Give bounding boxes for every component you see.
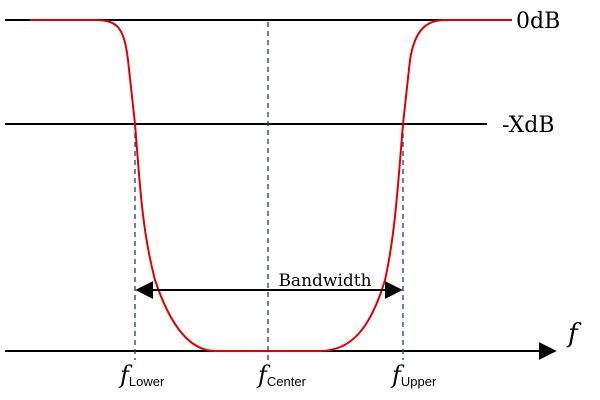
frequency-axis-label: f — [566, 319, 582, 349]
upper-frequency-subscript: Upper — [401, 374, 437, 389]
zero-db-label: 0dB — [516, 9, 560, 34]
center-frequency-subscript: Center — [267, 374, 307, 389]
upper-frequency-label: fUpper — [390, 361, 437, 389]
bandwidth-label: Bandwidth — [278, 271, 371, 291]
lower-frequency-subscript: Lower — [129, 374, 165, 389]
filter-response-curve — [30, 19, 512, 352]
center-frequency-label: fCenter — [256, 361, 307, 389]
minus-x-db-label: -XdB — [502, 113, 555, 138]
lower-frequency-label: fLower — [118, 361, 165, 389]
